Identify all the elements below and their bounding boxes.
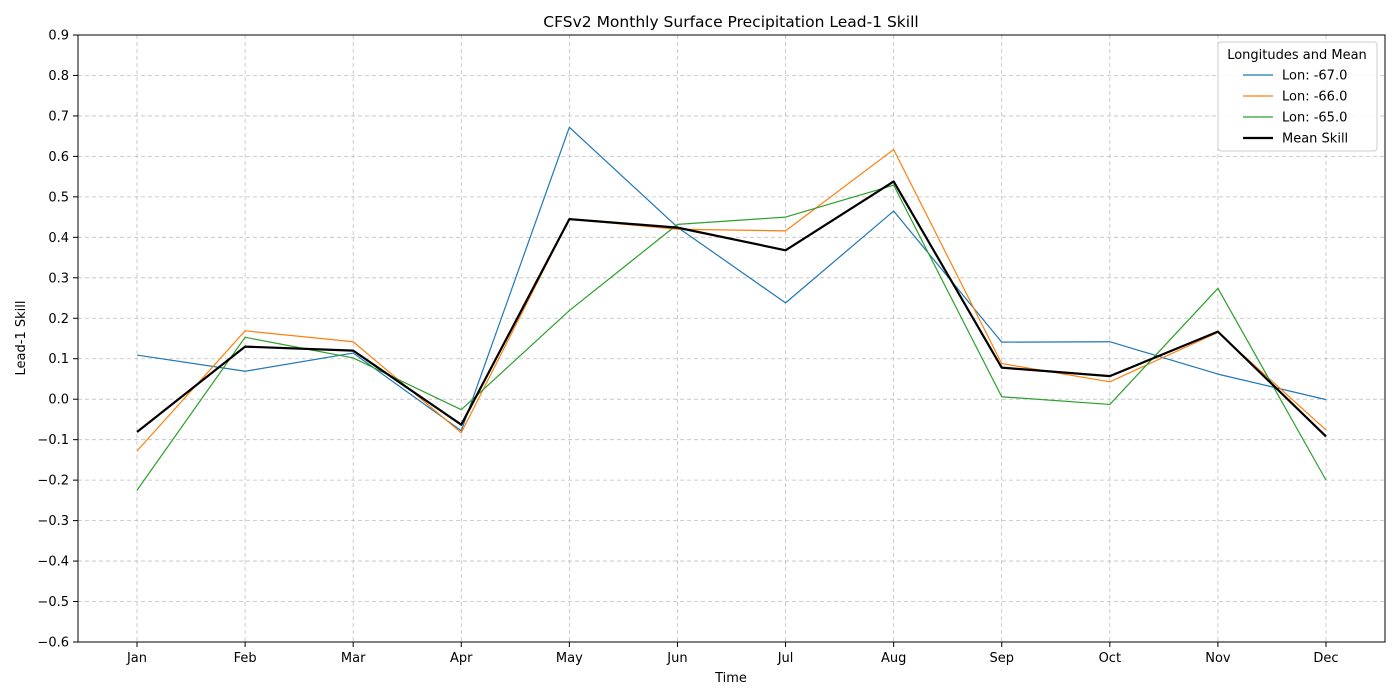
series-line-lon-1 (136, 126, 1327, 432)
x-tick-label: Dec (1313, 651, 1338, 666)
x-tick-label: Sep (989, 651, 1014, 666)
legend-entry: Lon: -65.0 (1282, 111, 1347, 126)
x-tick-label: Aug (881, 651, 906, 666)
y-tick-label: −0.2 (37, 474, 69, 489)
y-tick-label: −0.4 (37, 555, 69, 570)
x-axis-title: Time (714, 671, 747, 686)
x-tick-label: Jul (777, 651, 794, 666)
x-tick-label: Feb (234, 651, 257, 666)
legend-entry: Lon: -67.0 (1282, 69, 1347, 84)
legend-entry: Mean Skill (1282, 132, 1348, 147)
x-tick-label: Oct (1099, 651, 1121, 666)
y-tick-label: 0.2 (48, 312, 69, 327)
series-layer (136, 126, 1327, 491)
x-tick-label: Nov (1205, 651, 1231, 666)
y-axis: −0.6 −0.5 −0.4 −0.3 −0.2 −0.1 0.0 0.1 0.2 0.3 0.4 0… (37, 29, 78, 651)
y-tick-label: 0.6 (48, 150, 69, 165)
grid-layer (78, 34, 1385, 643)
plot-frame (77, 34, 1386, 643)
x-axis: Jan Feb Mar Apr May Jun Jul Aug Sep Oct Nov Dec (126, 642, 1339, 666)
x-tick-label: Apr (450, 651, 473, 666)
y-tick-label: 0.8 (48, 69, 69, 84)
y-tick-label: −0.6 (37, 636, 69, 651)
y-tick-label: 0.4 (48, 231, 69, 246)
y-tick-label: −0.5 (37, 595, 69, 610)
x-tick-label: Jan (126, 651, 147, 666)
series-line-lon-3 (136, 184, 1327, 491)
y-tick-label: 0.1 (48, 352, 69, 367)
y-tick-label: 0.9 (48, 29, 69, 44)
y-tick-label: 0.0 (48, 393, 69, 408)
y-tick-label: 0.3 (48, 271, 69, 286)
chart-title: CFSv2 Monthly Surface Precipitation Lead… (543, 13, 918, 31)
x-tick-label: May (556, 651, 583, 666)
legend-entry: Lon: -66.0 (1282, 90, 1347, 105)
legend-title: Longitudes and Mean (1227, 48, 1367, 63)
series-line-lon-2 (136, 148, 1327, 452)
y-tick-label: −0.3 (37, 514, 69, 529)
legend: Longitudes and Mean Lon: -67.0 Lon: -66.0… (1217, 41, 1378, 152)
y-tick-label: 0.7 (48, 109, 69, 124)
series-line-mean-skill (136, 180, 1327, 438)
x-tick-label: Jun (666, 651, 687, 666)
y-tick-label: 0.5 (48, 190, 69, 205)
x-tick-label: Mar (341, 651, 366, 666)
legend-box (1217, 41, 1378, 152)
y-axis-title: Lead-1 Skill (14, 301, 29, 376)
y-tick-label: −0.1 (37, 433, 69, 448)
